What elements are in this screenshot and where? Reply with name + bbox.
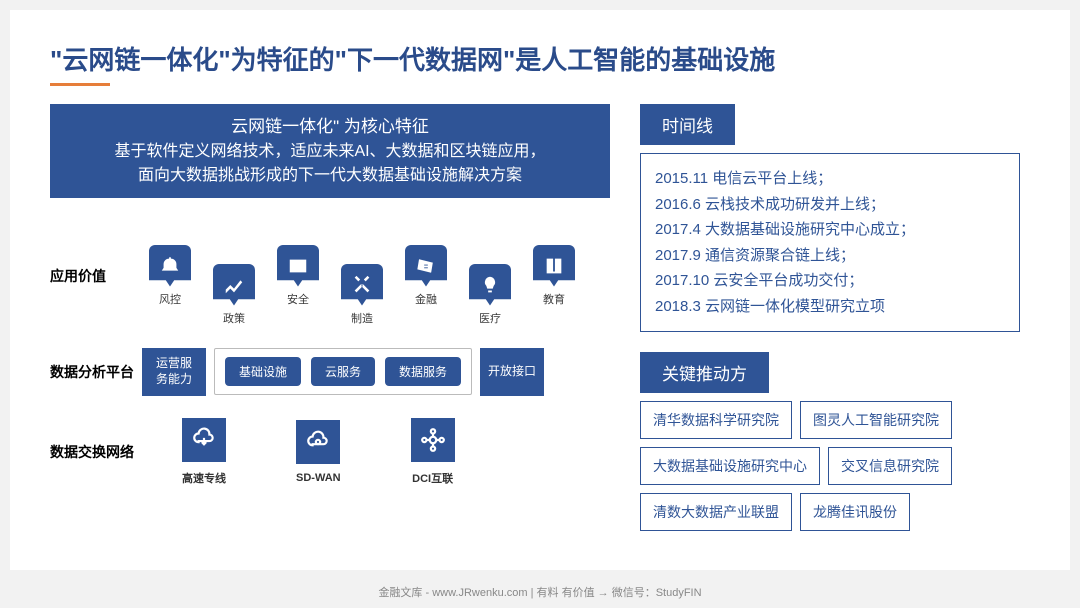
content-row: 云网链一体化" 为核心特征 基于软件定义网络技术，适应未来AI、大数据和区块链应…	[50, 104, 1030, 531]
driver-box: 图灵人工智能研究院	[800, 401, 952, 439]
driver-box: 交叉信息研究院	[828, 447, 952, 485]
tools-icon	[351, 274, 373, 296]
app-medical: 医疗	[462, 264, 518, 326]
app-policy: 政策	[206, 264, 262, 326]
banner-line2: 基于软件定义网络技术，适应未来AI、大数据和区块链应用，	[66, 140, 594, 164]
platform-infra: 基础设施	[225, 357, 301, 386]
layer-label-app: 应用价值	[50, 266, 142, 286]
app-finance: 金融	[398, 245, 454, 307]
page-title: "云网链一体化"为特征的"下一代数据网"是人工智能的基础设施	[50, 40, 1030, 77]
timeline-item: 2017.10 云安全平台成功交付；	[655, 268, 1005, 294]
timeline-heading: 时间线	[640, 104, 735, 145]
chart-up-icon	[223, 274, 245, 296]
footer-credit: 金融文库 - www.JRwenku.com | 有料 有价值 → 微信号：St…	[0, 584, 1080, 600]
net-dci: DCI互联	[411, 418, 455, 486]
money-icon	[415, 255, 437, 277]
platform-data: 数据服务	[385, 357, 461, 386]
layer-network: 数据交换网络 高速专线 SD-WAN DCI互联	[50, 418, 610, 486]
layer-label-network: 数据交换网络	[50, 442, 142, 462]
app-risk: 风控	[142, 245, 198, 307]
net-leased-line: 高速专线	[182, 418, 226, 486]
banner-line1: 云网链一体化" 为核心特征	[66, 114, 594, 140]
accent-underline	[50, 83, 110, 86]
app-education: 教育	[526, 245, 582, 307]
timeline-item: 2016.6 云栈技术成功研发并上线；	[655, 192, 1005, 218]
timeline-item: 2017.9 通信资源聚合链上线；	[655, 243, 1005, 269]
banner-line3: 面向大数据挑战形成的下一代大数据基础设施解决方案	[66, 164, 594, 188]
layer-app: 应用价值 风控 政策 安全 制造 金融 医疗 教育	[50, 226, 610, 326]
feature-banner: 云网链一体化" 为核心特征 基于软件定义网络技术，适应未来AI、大数据和区块链应…	[50, 104, 610, 198]
architecture-layers: 应用价值 风控 政策 安全 制造 金融 医疗 教育 数据分析平台 运营服 务能力	[50, 226, 610, 486]
platform-cloud: 云服务	[311, 357, 375, 386]
platform-ops-capability: 运营服 务能力	[142, 348, 206, 396]
platform-core: 基础设施 云服务 数据服务	[214, 348, 472, 395]
cloud-down-icon	[191, 427, 217, 453]
timeline-box: 2015.11 电信云平台上线； 2016.6 云栈技术成功研发并上线； 201…	[640, 153, 1020, 332]
network-row: 高速专线 SD-WAN DCI互联	[182, 418, 610, 486]
platform-open-api: 开放接口	[480, 348, 544, 396]
timeline-item: 2017.4 大数据基础设施研究中心成立；	[655, 217, 1005, 243]
cloud-sync-icon	[305, 429, 331, 455]
interconnect-icon	[420, 427, 446, 453]
layer-platform: 数据分析平台 运营服 务能力 基础设施 云服务 数据服务 开放接口	[50, 348, 610, 396]
app-security: 安全	[270, 245, 326, 307]
alarm-icon	[159, 255, 181, 277]
drivers-grid: 清华数据科学研究院 图灵人工智能研究院 大数据基础设施研究中心 交叉信息研究院 …	[640, 401, 1020, 531]
driver-box: 龙腾佳讯股份	[800, 493, 910, 531]
timeline-item: 2015.11 电信云平台上线；	[655, 166, 1005, 192]
platform-row: 运营服 务能力 基础设施 云服务 数据服务 开放接口	[142, 348, 610, 396]
drivers-heading: 关键推动方	[640, 352, 769, 393]
app-icons-row: 风控 政策 安全 制造 金融 医疗 教育	[142, 226, 610, 326]
right-column: 时间线 2015.11 电信云平台上线； 2016.6 云栈技术成功研发并上线；…	[640, 104, 1020, 531]
bulb-icon	[479, 274, 501, 296]
left-column: 云网链一体化" 为核心特征 基于软件定义网络技术，适应未来AI、大数据和区块链应…	[50, 104, 610, 531]
app-manufacture: 制造	[334, 264, 390, 326]
driver-box: 清华数据科学研究院	[640, 401, 792, 439]
layer-label-platform: 数据分析平台	[50, 362, 142, 382]
id-card-icon	[287, 255, 309, 277]
driver-box: 清数大数据产业联盟	[640, 493, 792, 531]
net-sdwan: SD-WAN	[296, 420, 341, 484]
timeline-item: 2018.3 云网链一体化模型研究立项	[655, 294, 1005, 320]
book-icon	[543, 255, 565, 277]
slide: "云网链一体化"为特征的"下一代数据网"是人工智能的基础设施 云网链一体化" 为…	[10, 10, 1070, 570]
driver-box: 大数据基础设施研究中心	[640, 447, 820, 485]
